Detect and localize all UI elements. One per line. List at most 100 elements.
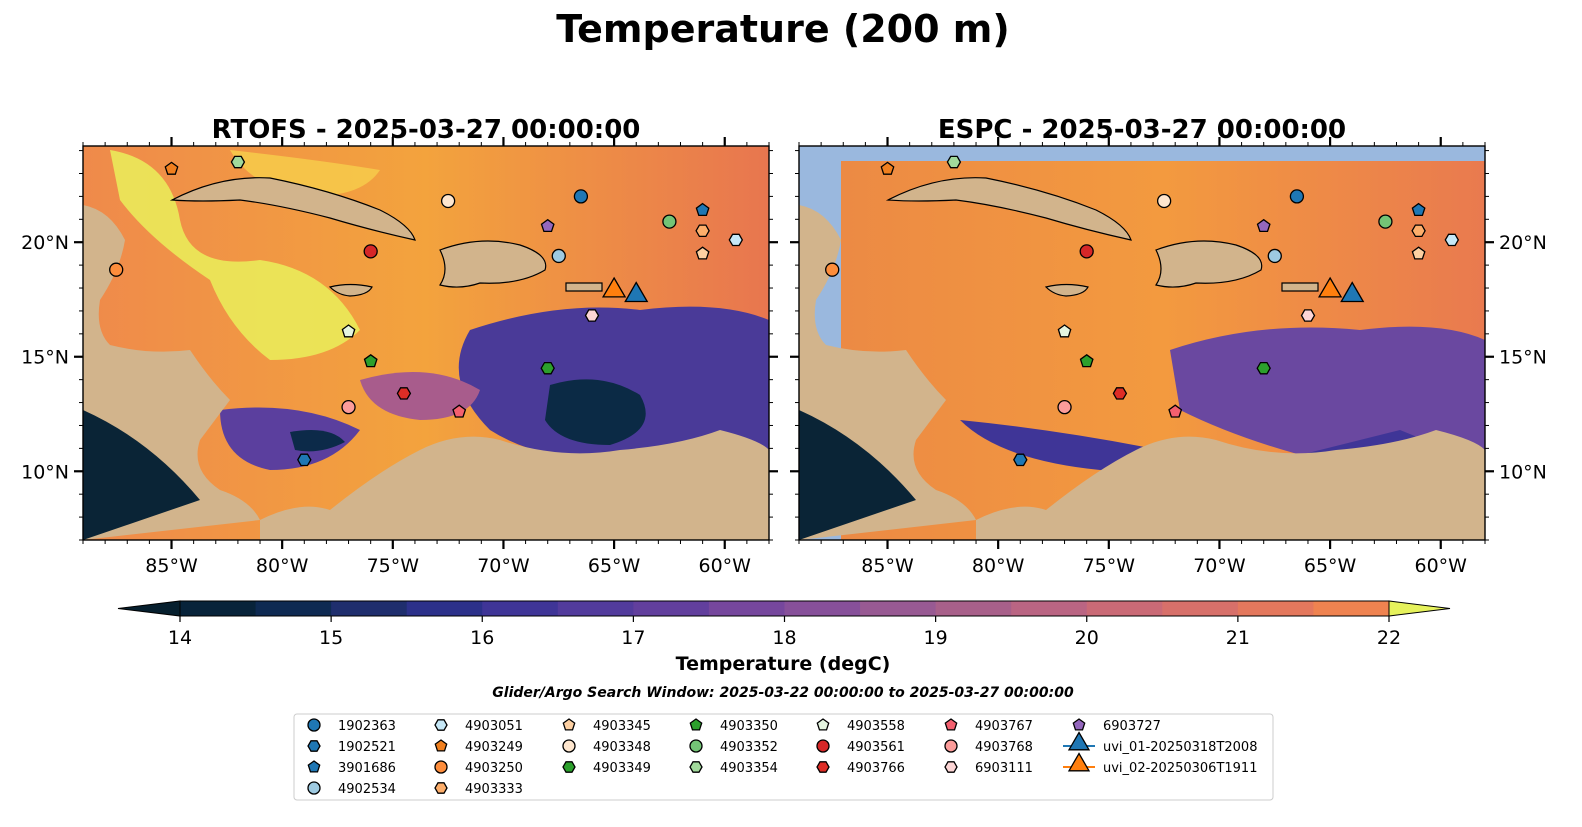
espc-float-4903250 (825, 262, 840, 277)
rtofs-x-tick-label: 75°W (367, 555, 420, 577)
legend-marker-uvi_02-20250306T1911 (1067, 752, 1091, 772)
rtofs-float-4903349 (540, 361, 555, 375)
espc-glider-uvi_01-20250318T2008 (1340, 281, 1365, 303)
colorbar-over-extension (1388, 600, 1451, 617)
colorbar-segment (180, 601, 257, 616)
colorbar-segment (1237, 601, 1315, 616)
colorbar: 14 15 16 17 18 19 20 21 22 (117, 600, 1451, 649)
rtofs-panel: RTOFS - 2025-03-27 00:00:00 85°W 80°W 75°W… (21, 115, 778, 577)
legend-marker-4903349 (562, 761, 576, 773)
legend-label-uvi_02-20250306T1911: uvi_02-20250306T1911 (1103, 761, 1257, 776)
legend-label-4903350: 4903350 (720, 719, 778, 734)
rtofs-float-4903350 (363, 353, 378, 368)
rtofs-float-4902534 (551, 248, 566, 264)
legend-label-4903348: 4903348 (593, 740, 651, 755)
rtofs-float-4903561 (363, 244, 378, 259)
rtofs-glider-uvi_01-20250318T2008 (624, 281, 649, 303)
colorbar-tick-label: 21 (1226, 627, 1250, 649)
legend-marker-3901686 (307, 760, 321, 773)
legend-label-4903250: 4903250 (465, 761, 523, 776)
espc-float-4903333 (1411, 224, 1426, 238)
legend-marker-1902521 (307, 740, 321, 752)
espc-float-4903249 (880, 161, 895, 175)
rtofs-x-tick-label: 65°W (588, 555, 641, 577)
espc-float-3901686 (1411, 202, 1426, 217)
espc-float-1902521 (1013, 453, 1028, 467)
espc-land-jamaica (1044, 283, 1089, 297)
legend-label-4903561: 4903561 (847, 740, 905, 755)
legend-label-4902534: 4902534 (338, 782, 396, 797)
rtofs-panel-title: RTOFS - 2025-03-27 00:00:00 (212, 115, 641, 145)
legend-marker-uvi_01-20250318T2008 (1067, 731, 1091, 751)
legend-marker-6903111 (944, 761, 958, 773)
colorbar-segment (482, 601, 559, 616)
colorbar-segment (1011, 601, 1088, 616)
rtofs-land-jamaica (328, 283, 373, 297)
legend-label-4903249: 4903249 (465, 740, 523, 755)
colorbar-segment (557, 601, 634, 616)
rtofs-float-6903727 (540, 218, 555, 233)
espc-x-tick-label: 70°W (1193, 555, 1246, 577)
espc-float-4903348 (1156, 193, 1172, 209)
espc-y-tick-label: 10°N (1499, 461, 1547, 483)
colorbar-tick-label: 17 (621, 627, 645, 649)
rtofs-x-tick-label: 70°W (477, 555, 530, 577)
legend-marker-4903766 (816, 761, 830, 773)
espc-glider-uvi_02-20250306T1911 (1317, 276, 1343, 298)
colorbar-tick-label: 19 (924, 627, 948, 649)
espc-land-cuba (885, 177, 1132, 241)
espc-panel: ESPC - 2025-03-27 00:00:00 85°W 80°W 75°W 7… (790, 115, 1547, 577)
espc-float-4903768 (1057, 399, 1072, 415)
espc-x-tick-label: 80°W (972, 555, 1025, 577)
rtofs-glider-uvi_02-20250306T1911 (601, 276, 627, 298)
rtofs-x-tick-label: 60°W (699, 555, 752, 577)
rtofs-float-4903354 (230, 155, 246, 169)
colorbar-segment (935, 601, 1012, 616)
colorbar-tick-label: 18 (772, 627, 796, 649)
espc-float-4903345 (1411, 246, 1426, 260)
espc-float-4903561 (1079, 244, 1094, 259)
rtofs-float-1902363 (573, 189, 589, 204)
legend-items: 1902363 1902521 3901686 4902534 4903051 49032… (307, 718, 1257, 797)
espc-y-tick-label: 20°N (1499, 232, 1547, 254)
legend-label-4903352: 4903352 (720, 740, 778, 755)
search-window-subtitle: Glider/Argo Search Window: 2025-03-22 00… (492, 685, 1074, 701)
espc-map (799, 146, 1485, 540)
colorbar-tick-label: 20 (1075, 627, 1099, 649)
legend-label-4903766: 4903766 (847, 761, 905, 776)
espc-cold-region-south (960, 420, 1485, 500)
espc-land-puerto-rico (1281, 282, 1319, 292)
rtofs-ticks: 85°W 80°W 75°W 70°W 65°W 60°W 20°N 15°N 10°N (21, 137, 778, 577)
espc-float-4903767 (1168, 404, 1183, 418)
colorbar-segment (784, 601, 861, 616)
espc-float-4902534 (1267, 248, 1282, 264)
rtofs-float-3901686 (695, 202, 710, 217)
legend-label-1902521: 1902521 (338, 740, 396, 755)
legend-marker-4903558 (816, 718, 830, 731)
rtofs-float-4903767 (452, 404, 467, 418)
legend-marker-4903352 (689, 739, 703, 753)
legend-label-3901686: 3901686 (338, 761, 396, 776)
rtofs-float-6903111 (584, 309, 600, 322)
colorbar-segment (406, 601, 483, 616)
legend: 1902363 1902521 3901686 4902534 4903051 49032… (293, 713, 1274, 801)
legend-marker-6903727 (1072, 718, 1086, 731)
legend-marker-4902534 (307, 781, 321, 795)
espc-ticks: 85°W 80°W 75°W 70°W 65°W 60°W 20°N 15°N 10°N (790, 137, 1547, 577)
legend-marker-4903354 (689, 761, 703, 773)
legend-label-6903727: 6903727 (1103, 719, 1161, 734)
rtofs-float-4903333 (695, 224, 710, 238)
rtofs-warm-tongue-yucatan (110, 150, 360, 360)
espc-float-6903727 (1256, 218, 1271, 233)
espc-land-south-america (976, 430, 1485, 540)
legend-label-4903558: 4903558 (847, 719, 905, 734)
legend-label-6903111: 6903111 (975, 761, 1033, 776)
espc-deep-shadow (799, 410, 916, 540)
legend-label-4903349: 4903349 (593, 761, 651, 776)
espc-land-hispaniola (1155, 240, 1263, 288)
legend-marker-4903333 (434, 782, 448, 794)
legend-marker-4903768 (944, 739, 958, 753)
colorbar-tick-label: 16 (470, 627, 494, 649)
colorbar-segment (255, 601, 332, 616)
rtofs-cold-core-east (545, 379, 646, 445)
